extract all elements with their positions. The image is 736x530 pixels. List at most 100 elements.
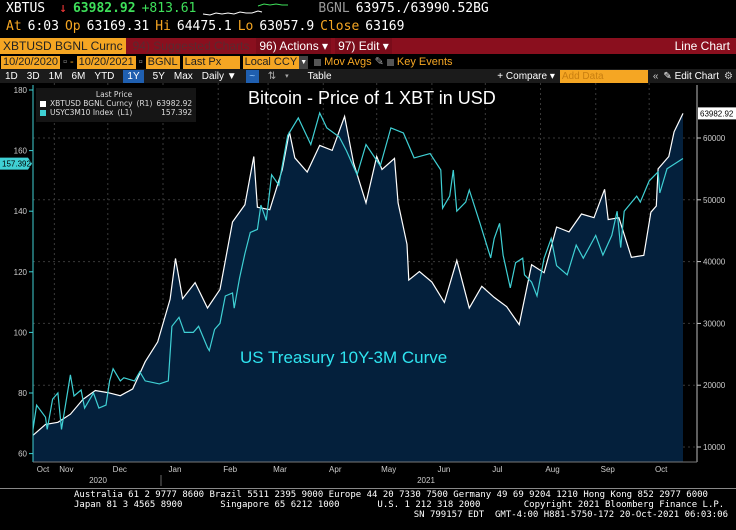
mov-avgs-checkbox[interactable] xyxy=(314,58,322,66)
controls-row: 10/20/2020 ▫ - 10/20/2021 ▫ BGNL Last Px… xyxy=(0,55,736,69)
left-last-value-tag xyxy=(0,157,32,170)
compare-button[interactable]: + Compare ▾ xyxy=(497,70,555,82)
left-tick-label: 60 xyxy=(18,450,27,459)
bar-chart-icon[interactable]: ⇅ xyxy=(267,70,277,82)
footer-line: Japan 81 3 4565 8900 Singapore 65 6212 1… xyxy=(74,500,725,510)
x-year-label: 2020 xyxy=(89,476,107,485)
right-tick-label: 20000 xyxy=(703,381,726,390)
left-tick-label: 160 xyxy=(14,147,28,156)
time: 6:03 xyxy=(27,19,59,34)
table-button[interactable]: Table xyxy=(307,70,332,82)
currency-select[interactable]: Local CCY ▼ xyxy=(242,55,309,69)
line-chart-icon[interactable]: ~ xyxy=(245,69,259,83)
x-tick-label: Jul xyxy=(492,465,502,474)
collapse-icon[interactable]: « xyxy=(652,70,659,82)
at-label: At xyxy=(6,19,22,34)
footer-line: Australia 61 2 9777 8600 Brazil 5511 239… xyxy=(74,490,708,500)
date-separator: - xyxy=(69,55,74,68)
x-tick-label: Sep xyxy=(601,465,616,474)
x-tick-label: Dec xyxy=(113,465,127,474)
price-change: +813.61 xyxy=(141,1,197,16)
intraday-sparkline xyxy=(203,2,289,16)
source: BGNL xyxy=(318,1,350,16)
period-5y[interactable]: 5Y xyxy=(152,70,165,82)
field-input[interactable]: Last Px xyxy=(182,55,240,69)
close-label: Close xyxy=(320,19,360,34)
open-value: 63169.31 xyxy=(86,19,150,34)
series-area-fill xyxy=(33,113,683,463)
security-field[interactable]: XBTUSD BGNL Curnc xyxy=(0,38,126,54)
ohlc-row: At 6:03 Op 63169.31 Hi 64475.1 Lo 63057.… xyxy=(6,19,404,34)
legend-value: 157.392 xyxy=(161,108,193,117)
low-label: Lo xyxy=(237,19,254,34)
left-tick-label: 80 xyxy=(18,389,27,398)
legend-swatch xyxy=(40,100,46,107)
pencil-icon[interactable]: ✎ xyxy=(374,55,384,68)
x-tick-label: Oct xyxy=(655,465,668,474)
x-tick-label: Feb xyxy=(223,465,237,474)
toolbar: XBTUSD BGNL Curnc 94) Suggested Charts 9… xyxy=(0,38,736,54)
close-value: 63169 xyxy=(365,19,405,34)
legend-item[interactable]: XBTUSD BGNL Curncy (R1) 63982.92 xyxy=(40,99,192,108)
period-ytd[interactable]: YTD xyxy=(94,70,115,82)
edit-chart-button[interactable]: ✎ Edit Chart xyxy=(663,70,720,82)
x-tick-label: Oct xyxy=(37,465,50,474)
calendar-icon[interactable]: ▫ xyxy=(138,55,143,68)
actions-menu[interactable]: 96) Actions ▾ xyxy=(256,38,332,54)
x-tick-label: Apr xyxy=(329,465,342,474)
left-tick-label: 100 xyxy=(14,328,28,337)
left-tick-label: 180 xyxy=(14,86,28,95)
chevron-down-icon[interactable]: ▾ xyxy=(285,72,289,80)
period-1m[interactable]: 1M xyxy=(48,70,63,82)
period-1d[interactable]: 1D xyxy=(5,70,18,82)
series-annotation: US Treasury 10Y-3M Curve xyxy=(240,348,447,367)
footer: Australia 61 2 9777 8600 Brazil 5511 239… xyxy=(0,488,736,520)
footer-line: SN 799157 EDT GMT-4:00 H881-5750-172 20-… xyxy=(413,510,728,520)
legend-item[interactable]: USYC3M10 Index (L1) 157.392 xyxy=(40,108,192,117)
series-line-xbtusd xyxy=(32,113,684,436)
period-3d[interactable]: 3D xyxy=(26,70,40,82)
right-tick-label: 60000 xyxy=(703,134,726,143)
edit-menu[interactable]: 97) Edit ▾ xyxy=(335,38,392,54)
chart-type-label: Line Chart xyxy=(674,39,730,53)
calendar-icon[interactable]: ▫ xyxy=(63,55,67,68)
right-tick-label: 30000 xyxy=(703,319,726,328)
gear-icon[interactable]: ⚙ xyxy=(724,70,733,82)
x-year-label: 2021 xyxy=(417,476,435,485)
bid-ask: 63975./63990.52BG xyxy=(355,1,489,16)
start-date-input[interactable]: 10/20/2020 xyxy=(1,55,61,69)
left-tick-label: 140 xyxy=(14,207,28,216)
x-tick-label: Jan xyxy=(169,465,182,474)
x-tick-label: May xyxy=(381,465,396,474)
right-tick-label: 50000 xyxy=(703,196,726,205)
period-row: 1D 3D 1M 6M YTD 1Y 5Y Max Daily ▼ ~ ⇅ ▾ … xyxy=(0,69,736,83)
key-events-checkbox[interactable] xyxy=(386,58,394,66)
series-line-usyc3m10 xyxy=(32,111,684,430)
high-value: 64475.1 xyxy=(176,19,232,34)
add-data-input[interactable]: Add Data xyxy=(559,69,648,83)
currency-value[interactable]: Local CCY xyxy=(242,55,300,69)
legend-swatch xyxy=(40,109,46,116)
down-arrow-icon: ↓ xyxy=(59,1,67,16)
x-tick-label: Mar xyxy=(273,465,287,474)
x-tick-label: Jun xyxy=(437,465,450,474)
period-1y[interactable]: 1Y xyxy=(123,69,144,83)
suggested-charts-button[interactable]: 94) Suggested Charts xyxy=(132,39,250,53)
left-tick-label: 120 xyxy=(14,268,28,277)
left-last-value: 157.392 xyxy=(2,160,31,169)
period-6m[interactable]: 6M xyxy=(71,70,86,82)
right-tick-label: 40000 xyxy=(703,258,726,267)
source-input[interactable]: BGNL xyxy=(145,55,180,69)
chart-title-annotation: Bitcoin - Price of 1 XBT in USD xyxy=(248,88,496,108)
end-date-input[interactable]: 10/20/2021 xyxy=(76,55,136,69)
legend-value: 63982.92 xyxy=(156,99,193,108)
mov-avgs-label: Mov Avgs xyxy=(324,55,372,68)
period-max[interactable]: Max xyxy=(173,70,193,82)
price-chart: Oct Nov Dec Jan Feb Mar Apr May Jun Jul Aug Sep Oct 2… xyxy=(0,83,736,486)
legend-name: USYC3M10 Index xyxy=(50,108,114,117)
frequency-select[interactable]: Daily ▼ xyxy=(201,70,237,82)
right-last-value-tag xyxy=(698,107,736,120)
right-last-value: 63982.92 xyxy=(700,109,734,118)
chevron-down-icon[interactable]: ▼ xyxy=(299,55,309,69)
legend-name: XBTUSD BGNL Curncy xyxy=(50,99,133,108)
